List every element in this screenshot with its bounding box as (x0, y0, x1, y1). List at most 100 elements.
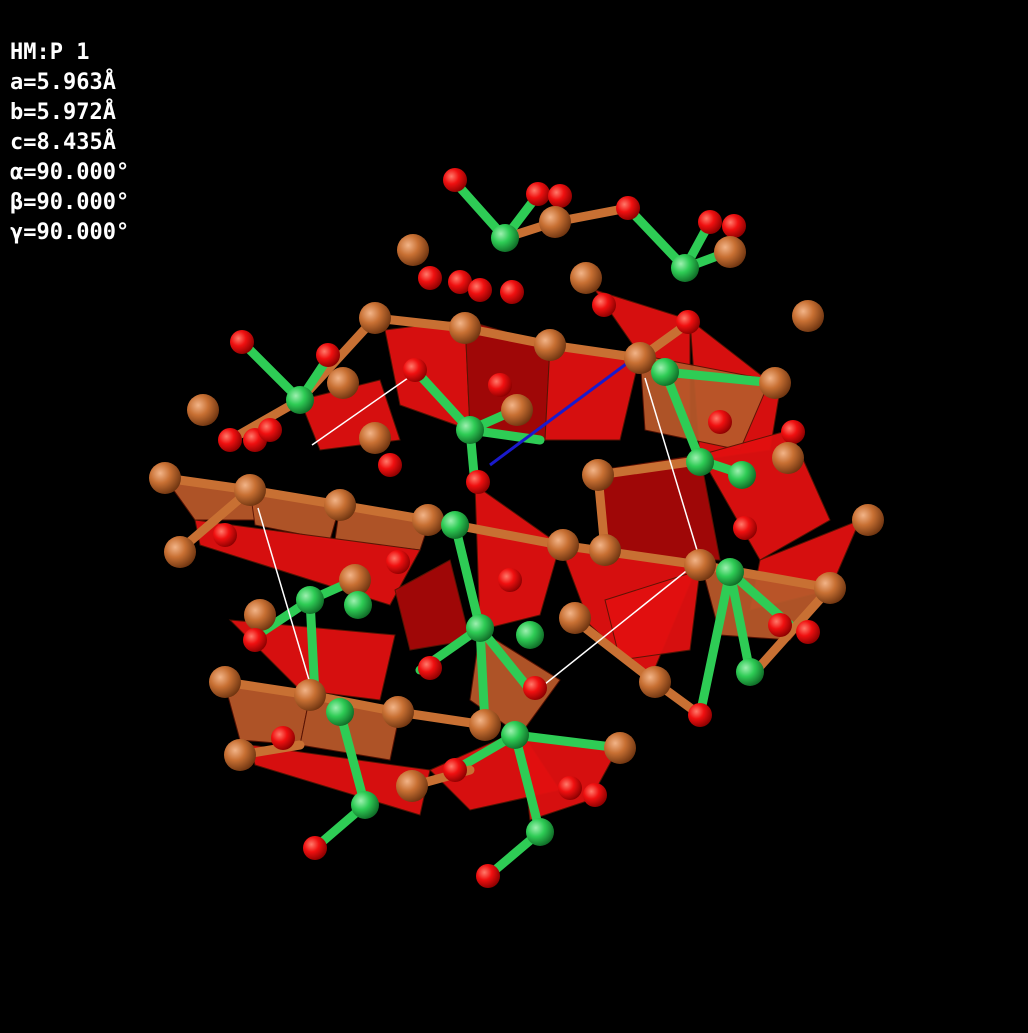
bond (660, 367, 780, 388)
cell-edge (644, 377, 701, 561)
oxygen-atom (271, 726, 295, 750)
oxygen-atom (722, 214, 746, 238)
bond (660, 367, 705, 465)
bond (510, 730, 625, 753)
copper-atom (772, 442, 804, 474)
bond (450, 520, 485, 633)
oxygen-atom (500, 280, 524, 304)
oxygen-atom (796, 620, 820, 644)
bond (450, 520, 565, 550)
cell-a-label: a=5.963Å (10, 70, 116, 95)
green-atom (296, 586, 324, 614)
space-group-label: HM:P 1 (10, 40, 90, 65)
bond (725, 567, 755, 677)
oxygen-atom (583, 783, 607, 807)
copper-atom (324, 489, 356, 521)
green-atom (286, 386, 314, 414)
copper-atom (359, 422, 391, 454)
green-atom (671, 254, 699, 282)
oxygen-atom (258, 418, 282, 442)
oxygen-atom (230, 330, 254, 354)
oxygen-atom (218, 428, 242, 452)
cell-b-label: b=5.972Å (10, 100, 116, 125)
cell-info-panel: HM:P 1 a=5.963Å b=5.972Å c=8.435Å α=90.0… (10, 38, 129, 248)
oxygen-atom (213, 523, 237, 547)
oxygen-atom (698, 210, 722, 234)
oxygen-atom (386, 550, 410, 574)
copper-atom (547, 529, 579, 561)
copper-atom (469, 709, 501, 741)
green-atom (728, 461, 756, 489)
copper-atom (604, 732, 636, 764)
oxygen-atom (548, 184, 572, 208)
copper-atom (559, 602, 591, 634)
copper-atom (714, 236, 746, 268)
copper-atom (792, 300, 824, 332)
bond (750, 583, 835, 677)
polyhedron-face (474, 484, 561, 631)
green-atom (686, 448, 714, 476)
oxygen-atom (488, 373, 512, 397)
cell-edge (311, 377, 409, 446)
green-atom (716, 558, 744, 586)
copper-atom (294, 679, 326, 711)
bond (475, 623, 490, 730)
copper-atom (534, 329, 566, 361)
copper-atom (582, 459, 614, 491)
cell-c-label: c=8.435Å (10, 130, 116, 155)
copper-atom (570, 262, 602, 294)
cell-gamma-label: γ=90.000° (10, 220, 130, 245)
unit-cell-edges (257, 348, 701, 691)
bond (335, 707, 370, 810)
oxygen-atom (708, 410, 732, 434)
cell-edge (539, 559, 701, 689)
copper-atom (164, 536, 196, 568)
oxygen-atom (498, 568, 522, 592)
atoms (149, 168, 884, 888)
copper-atom (224, 739, 256, 771)
bond (305, 595, 320, 700)
green-atom (501, 721, 529, 749)
green-atom (441, 511, 469, 539)
oxygen-atom (316, 343, 340, 367)
oxygen-atom (418, 266, 442, 290)
green-atom (351, 791, 379, 819)
copper-atom (759, 367, 791, 399)
oxygen-atom (443, 168, 467, 192)
copper-atom (539, 206, 571, 238)
oxygen-atom (523, 676, 547, 700)
copper-atom (339, 564, 371, 596)
copper-atom (639, 666, 671, 698)
oxygen-atom (733, 516, 757, 540)
oxygen-atom (526, 182, 550, 206)
bond (570, 615, 660, 687)
copper-atom (449, 312, 481, 344)
copper-atom (187, 394, 219, 426)
green-atom (651, 358, 679, 386)
copper-atom (359, 302, 391, 334)
copper-atom (382, 696, 414, 728)
oxygen-atom (676, 310, 700, 334)
bond (695, 567, 735, 720)
cell-edge (489, 348, 646, 467)
copper-atom (234, 474, 266, 506)
oxygen-atom (243, 628, 267, 652)
green-atom (491, 224, 519, 252)
oxygen-atom (378, 453, 402, 477)
oxygen-atom (592, 293, 616, 317)
green-atom (526, 818, 554, 846)
copper-atom (501, 394, 533, 426)
oxygen-atom (781, 420, 805, 444)
oxygen-atom (476, 864, 500, 888)
copper-atom (624, 342, 656, 374)
cell-alpha-label: α=90.000° (10, 160, 130, 185)
green-atom (344, 591, 372, 619)
oxygen-atom (558, 776, 582, 800)
oxygen-atom (303, 836, 327, 860)
oxygen-atom (468, 278, 492, 302)
copper-atom (684, 549, 716, 581)
copper-atom (814, 572, 846, 604)
copper-atom (412, 504, 444, 536)
